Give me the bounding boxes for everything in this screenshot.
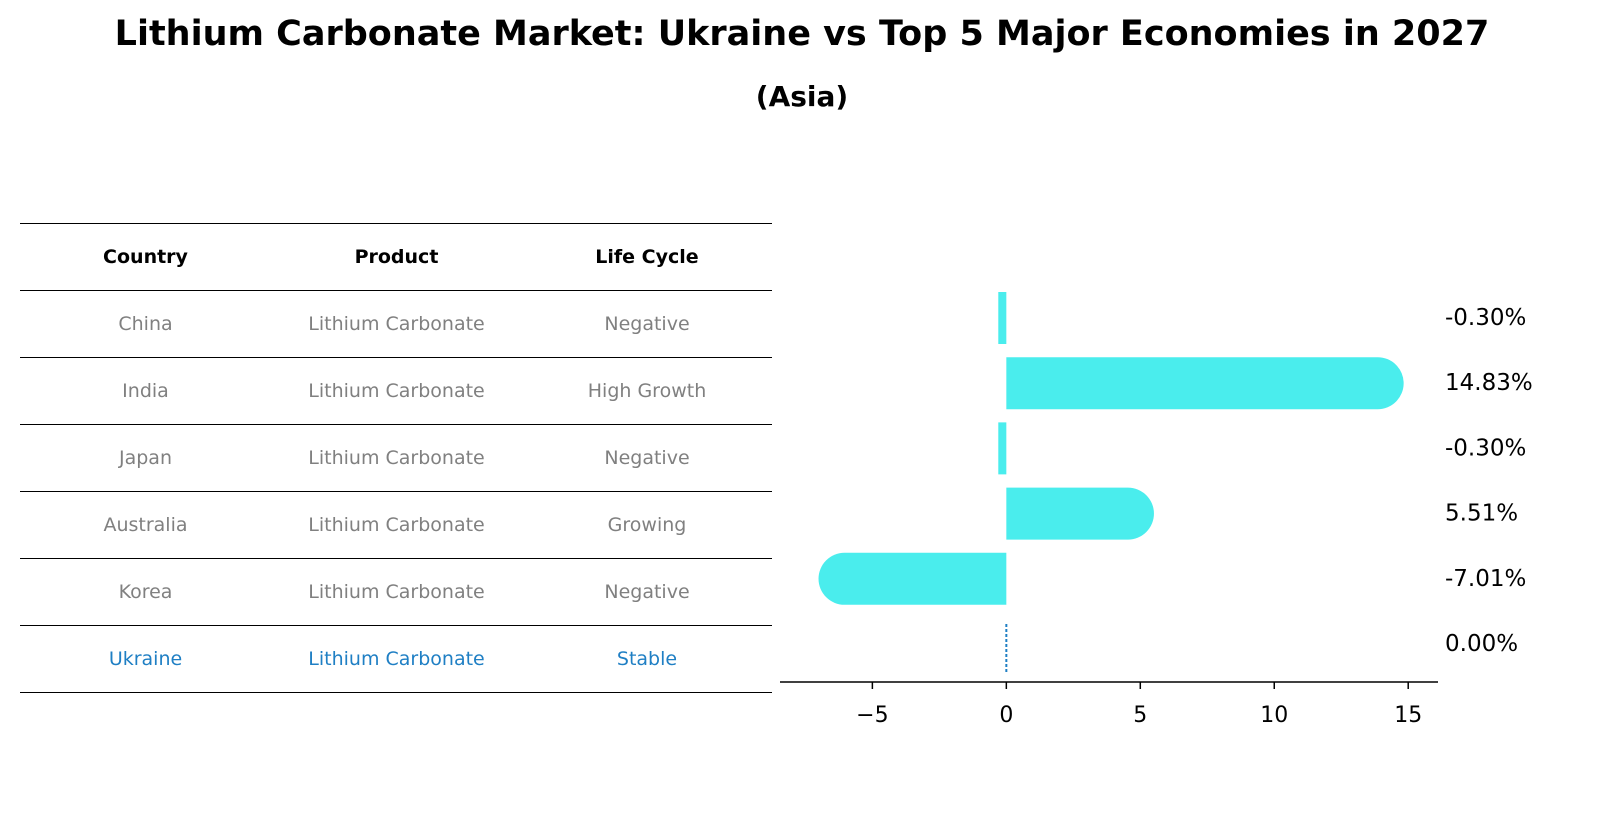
- header-country: Country: [20, 223, 271, 291]
- value-label: -0.30%: [1445, 305, 1526, 331]
- cell-life-cycle: Negative: [522, 424, 772, 492]
- x-tick-label: −5: [856, 703, 888, 728]
- table-row: China Lithium Carbonate Negative: [20, 290, 772, 358]
- value-label: -7.01%: [1445, 566, 1526, 592]
- table-row: Korea Lithium Carbonate Negative: [20, 558, 772, 626]
- cell-product: Lithium Carbonate: [271, 290, 522, 358]
- x-tick-label: 5: [1133, 703, 1147, 728]
- value-label: -0.30%: [1445, 435, 1526, 461]
- data-table: Country Product Life Cycle China Lithium…: [20, 223, 772, 693]
- cell-product: Lithium Carbonate: [271, 357, 522, 425]
- x-tick-label: 10: [1260, 703, 1288, 728]
- table-row: India Lithium Carbonate High Growth: [20, 357, 772, 425]
- cell-product: Lithium Carbonate: [271, 625, 522, 693]
- bar: [1006, 487, 1154, 540]
- cell-country: Ukraine: [20, 625, 271, 693]
- cell-life-cycle: Stable: [522, 625, 772, 693]
- cell-product: Lithium Carbonate: [271, 558, 522, 626]
- x-tick-label: 15: [1394, 703, 1422, 728]
- table-row: Australia Lithium Carbonate Growing: [20, 491, 772, 559]
- cell-country: China: [20, 290, 271, 358]
- cell-product: Lithium Carbonate: [271, 491, 522, 559]
- cell-product: Lithium Carbonate: [271, 424, 522, 492]
- x-tick-label: 0: [999, 703, 1013, 728]
- table-row: Japan Lithium Carbonate Negative: [20, 424, 772, 492]
- bar: [998, 422, 1007, 475]
- value-label: 5.51%: [1445, 501, 1518, 527]
- header-product: Product: [271, 223, 522, 291]
- header-life-cycle: Life Cycle: [522, 223, 772, 291]
- cell-country: India: [20, 357, 271, 425]
- chart-subtitle: (Asia): [755, 80, 849, 113]
- cell-life-cycle: Negative: [522, 558, 772, 626]
- bar: [1006, 357, 1404, 410]
- bar: [818, 552, 1007, 605]
- cell-country: Australia: [20, 491, 271, 559]
- value-label: 14.83%: [1445, 370, 1533, 396]
- cell-life-cycle: Negative: [522, 290, 772, 358]
- bar: [998, 292, 1007, 344]
- cell-country: Korea: [20, 558, 271, 626]
- cell-life-cycle: High Growth: [522, 357, 772, 425]
- cell-country: Japan: [20, 424, 271, 492]
- value-label: 0.00%: [1445, 631, 1518, 657]
- bar-chart: -0.30% 14.83% -0.30% 5.51% -7.01% 0.00% −5 0 5 10…: [780, 292, 1533, 728]
- cell-life-cycle: Growing: [522, 491, 772, 559]
- table-row-highlighted: Ukraine Lithium Carbonate Stable: [20, 625, 772, 693]
- table-header-row: Country Product Life Cycle: [20, 223, 772, 291]
- chart-title: Lithium Carbonate Market: Ukraine vs Top…: [114, 14, 1490, 54]
